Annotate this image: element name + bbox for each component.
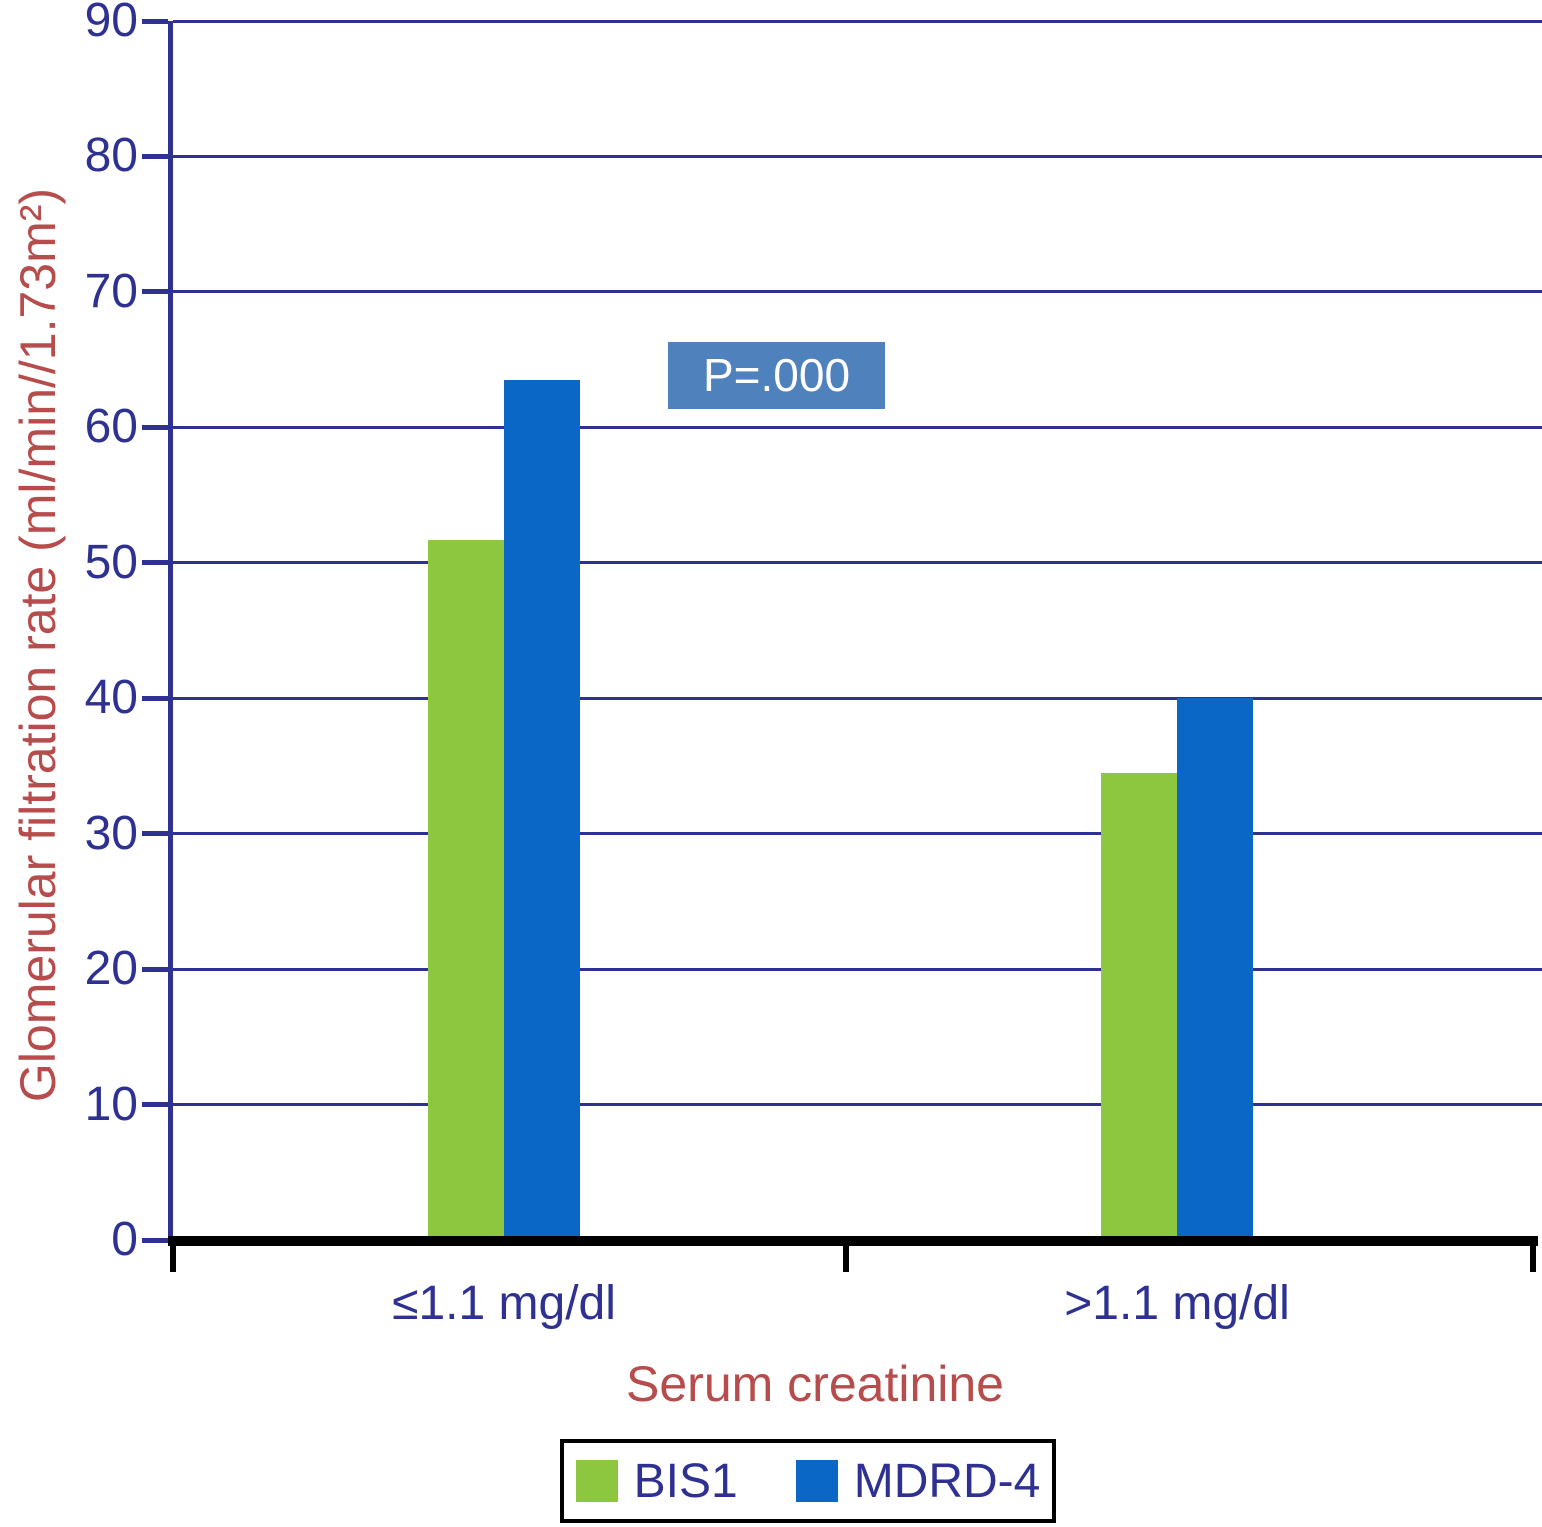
gridline-40	[173, 696, 1542, 700]
y-tick-label-40: 40	[84, 671, 138, 725]
x-category-label-1: ≤1.1 mg/dl	[392, 1277, 616, 1330]
y-tick-label-80: 80	[84, 129, 138, 183]
y-tick-90	[142, 18, 168, 24]
gridline-10	[173, 1103, 1542, 1107]
legend-label-bis1: BIS1	[633, 1454, 738, 1508]
y-tick-label-50: 50	[84, 535, 138, 589]
legend: BIS1 MDRD-4	[560, 1439, 1056, 1523]
y-tick-70	[142, 289, 168, 295]
x-tick-0	[170, 1246, 176, 1272]
y-tick-40	[142, 695, 168, 701]
y-tick-label-70: 70	[84, 264, 138, 318]
bar-mdrd-4-group1	[504, 379, 580, 1240]
x-tick-1	[843, 1246, 849, 1272]
legend-item-mdrd-4: MDRD-4	[795, 1454, 1041, 1509]
y-axis-title: Glomerular filtration rate (ml/min//1.73…	[10, 187, 66, 1103]
y-tick-20	[142, 966, 168, 972]
y-tick-30	[142, 831, 168, 837]
gridline-50	[173, 561, 1542, 565]
x-axis-line	[168, 1236, 1538, 1246]
legend-swatch-mdrd-4	[795, 1460, 838, 1502]
x-axis-title: Serum creatinine	[626, 1356, 1004, 1412]
bar-bis1-group2	[1101, 772, 1177, 1240]
legend-swatch-bis1	[575, 1460, 618, 1502]
y-tick-label-0: 0	[111, 1213, 138, 1266]
legend-item-bis1: BIS1	[575, 1454, 738, 1509]
gridline-60	[173, 425, 1542, 429]
y-tick-label-60: 60	[84, 400, 138, 454]
y-tick-50	[142, 560, 168, 566]
y-axis-line	[168, 21, 173, 1240]
x-category-label-2: >1.1 mg/dl	[1064, 1277, 1290, 1330]
y-tick-label-90: 90	[84, 0, 138, 47]
bar-bis1-group1	[428, 539, 504, 1240]
y-tick-10	[142, 1102, 168, 1108]
gridline-30	[173, 832, 1542, 836]
y-tick-80	[142, 153, 168, 159]
gridline-90	[173, 19, 1542, 23]
gridline-20	[173, 967, 1542, 971]
x-tick-2	[1530, 1246, 1536, 1272]
y-tick-label-30: 30	[84, 806, 138, 860]
gridline-70	[173, 290, 1542, 294]
y-tick-0	[142, 1237, 168, 1243]
p-value-annotation: P=.000	[668, 342, 885, 409]
y-tick-label-20: 20	[84, 942, 138, 996]
bar-mdrd-4-group2	[1177, 698, 1253, 1240]
legend-label-mdrd-4: MDRD-4	[853, 1454, 1041, 1508]
gridline-80	[173, 154, 1542, 158]
y-tick-label-10: 10	[84, 1077, 138, 1131]
y-tick-60	[142, 424, 168, 430]
